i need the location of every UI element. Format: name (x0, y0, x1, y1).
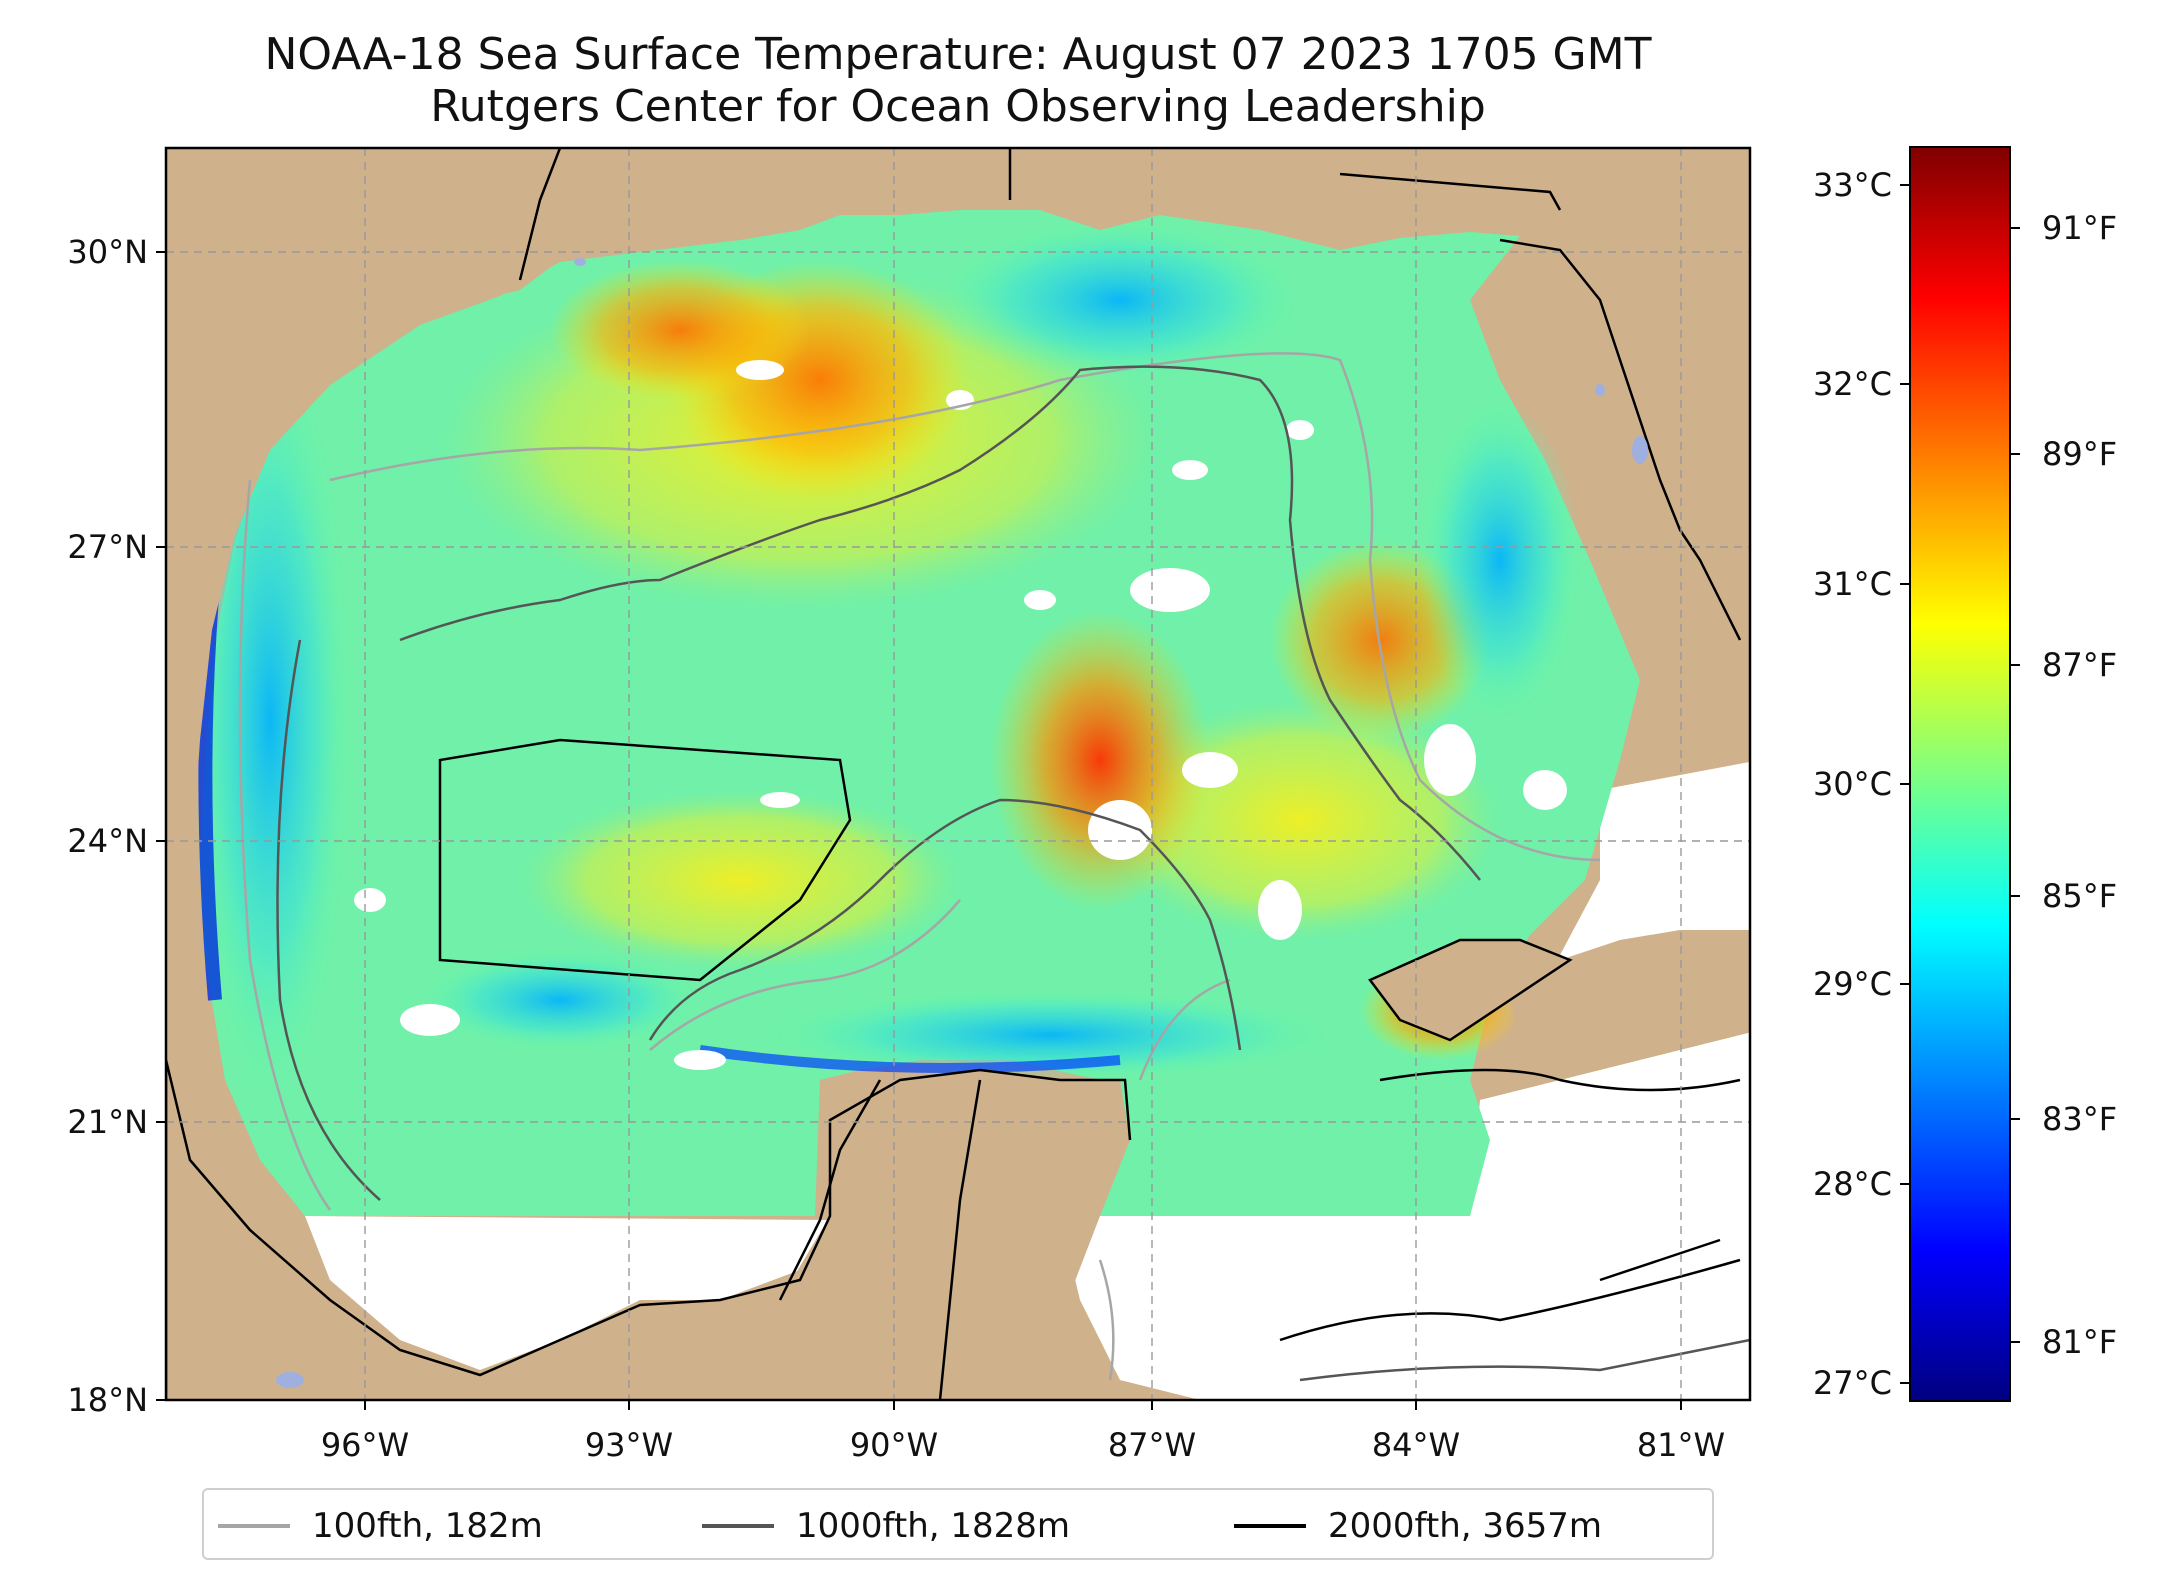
lat-tick-label: 27°N (67, 528, 148, 566)
celsius-tick-label: 30°C (1813, 765, 1892, 803)
legend-label: 100fth, 182m (312, 1506, 543, 1546)
bathymetry-legend: 100fth, 182m 1000fth, 1828m 2000fth, 365… (202, 1488, 1714, 1560)
no-data-campeche (305, 1216, 830, 1370)
celsius-tick-label: 27°C (1813, 1364, 1892, 1402)
graticule (166, 148, 1750, 1400)
lat-tick-label: 21°N (67, 1103, 148, 1141)
yucatan-land (560, 1070, 1130, 1400)
longitude-axis: 96°W 93°W 90°W 87°W 84°W 81°W (321, 1400, 1725, 1464)
fahrenheit-tick-label: 83°F (2042, 1100, 2117, 1138)
coastlines (166, 148, 1742, 1400)
fahrenheit-tick-label: 81°F (2042, 1323, 2117, 1361)
chart-title: NOAA-18 Sea Surface Temperature: August … (264, 29, 1652, 80)
lon-tick-label: 87°W (1108, 1426, 1196, 1464)
lat-tick-label: 30°N (67, 233, 148, 271)
lon-tick-label: 81°W (1637, 1426, 1725, 1464)
inland-lakes (276, 258, 1648, 1388)
temperature-colorbar: 33°C 32°C 31°C 30°C 29°C 28°C 27°C 91°F … (1813, 146, 2117, 1402)
celsius-tick-label: 31°C (1813, 565, 1892, 603)
legend-swatch (1234, 1524, 1306, 1528)
lat-tick-label: 18°N (67, 1381, 148, 1419)
celsius-tick-label: 28°C (1813, 1165, 1892, 1203)
lat-tick-label: 24°N (67, 822, 148, 860)
lon-tick-label: 90°W (850, 1426, 938, 1464)
chart-subtitle: Rutgers Center for Ocean Observing Leade… (430, 81, 1486, 132)
cuba-west-land (1370, 940, 1570, 1040)
colorbar-gradient (1909, 146, 2011, 1402)
lon-tick-label: 93°W (585, 1426, 673, 1464)
cloud-gaps (354, 360, 1567, 1070)
map-frame (164, 146, 1752, 1402)
cuba-east-land (1510, 930, 1750, 1060)
lon-tick-label: 84°W (1372, 1426, 1460, 1464)
bathymetry-contours (238, 352, 1750, 1382)
fahrenheit-tick-label: 87°F (2042, 646, 2117, 684)
north-america-land (166, 148, 1750, 1400)
latitude-axis: 30°N 27°N 24°N 21°N 18°N (67, 233, 166, 1419)
celsius-tick-label: 32°C (1813, 365, 1892, 403)
celsius-tick-label: 29°C (1813, 965, 1892, 1003)
fahrenheit-tick-label: 85°F (2042, 877, 2117, 915)
no-data-caribbean (1060, 1216, 1750, 1400)
celsius-tick-label: 33°C (1813, 166, 1892, 204)
legend-swatch (702, 1524, 774, 1528)
legend-swatch (218, 1524, 290, 1528)
lon-tick-label: 96°W (321, 1426, 409, 1464)
fahrenheit-tick-label: 91°F (2042, 209, 2117, 247)
legend-label: 1000fth, 1828m (796, 1506, 1071, 1546)
fahrenheit-tick-label: 89°F (2042, 435, 2117, 473)
legend-label: 2000fth, 3657m (1328, 1506, 1603, 1546)
no-data-cuba-sea (1470, 1032, 1750, 1216)
